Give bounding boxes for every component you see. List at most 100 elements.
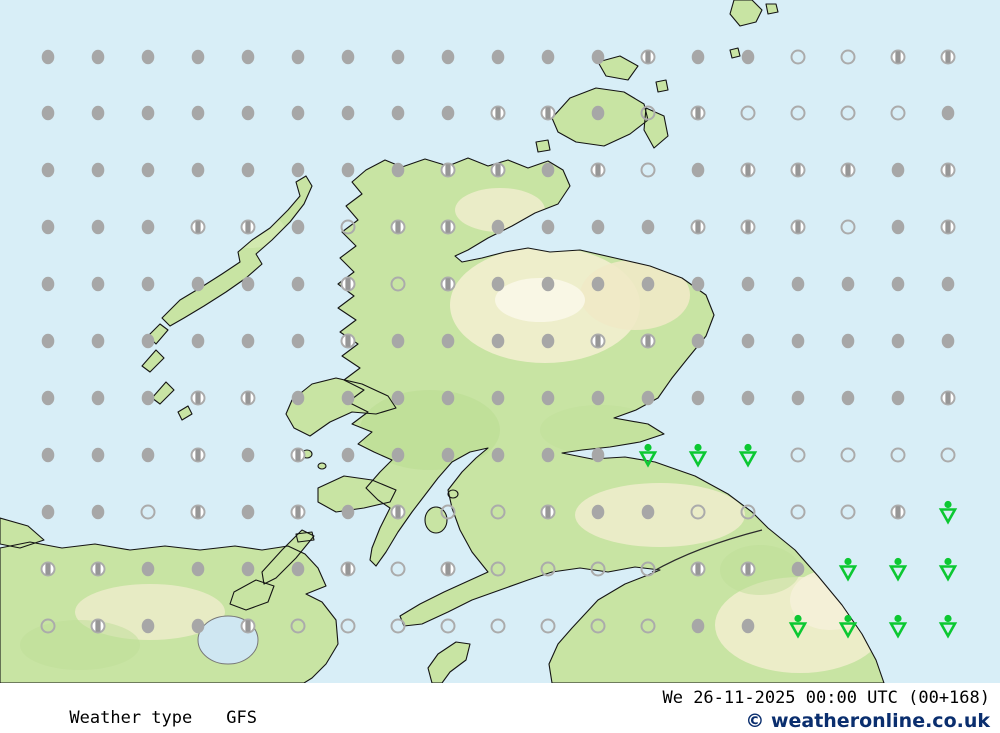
weather-symbol bbox=[591, 49, 605, 65]
weather-symbol bbox=[291, 561, 305, 577]
weather-symbol bbox=[241, 162, 255, 178]
weather-symbol bbox=[141, 219, 155, 235]
weather-symbol bbox=[840, 219, 856, 235]
weather-symbol bbox=[691, 390, 705, 406]
weather-symbol bbox=[640, 618, 656, 634]
weather-symbol bbox=[390, 219, 406, 235]
weather-symbol bbox=[491, 390, 505, 406]
weather-symbol bbox=[541, 333, 555, 349]
weather-symbol bbox=[490, 561, 506, 577]
weather-symbol bbox=[688, 443, 708, 468]
weather-symbol bbox=[290, 618, 306, 634]
weather-symbol bbox=[691, 49, 705, 65]
weather-symbol bbox=[541, 447, 555, 463]
weather-symbol bbox=[740, 219, 756, 235]
weather-symbol bbox=[340, 561, 356, 577]
weather-symbol bbox=[891, 333, 905, 349]
weather-symbol bbox=[91, 390, 105, 406]
weather-symbol bbox=[41, 162, 55, 178]
weather-symbol bbox=[91, 447, 105, 463]
weather-symbol bbox=[141, 447, 155, 463]
weather-symbol bbox=[640, 105, 656, 121]
weather-symbol bbox=[838, 614, 858, 639]
weather-symbol bbox=[941, 276, 955, 292]
weather-symbol bbox=[888, 614, 908, 639]
weather-symbol bbox=[790, 105, 806, 121]
weather-symbol bbox=[240, 618, 256, 634]
weather-symbol bbox=[341, 162, 355, 178]
weather-symbol bbox=[890, 105, 906, 121]
weather-symbol bbox=[191, 105, 205, 121]
weather-symbol bbox=[938, 557, 958, 582]
weather-symbol bbox=[90, 618, 106, 634]
weather-symbol bbox=[390, 561, 406, 577]
weather-symbol bbox=[738, 443, 758, 468]
map-canvas bbox=[0, 0, 1000, 683]
weather-symbol bbox=[791, 561, 805, 577]
weather-symbol bbox=[141, 105, 155, 121]
weather-symbol bbox=[340, 219, 356, 235]
weather-symbol bbox=[938, 614, 958, 639]
weather-symbol bbox=[341, 447, 355, 463]
weather-symbol bbox=[840, 447, 856, 463]
weather-symbol bbox=[141, 49, 155, 65]
weather-symbol bbox=[840, 105, 856, 121]
weather-symbol bbox=[740, 561, 756, 577]
weather-symbol bbox=[90, 561, 106, 577]
weather-symbol bbox=[540, 561, 556, 577]
weather-symbol bbox=[591, 504, 605, 520]
weather-symbol bbox=[690, 105, 706, 121]
status-bar: Weather type GFS We 26-11-2025 00:00 UTC … bbox=[0, 683, 1000, 733]
weather-symbol bbox=[840, 504, 856, 520]
weather-symbol bbox=[690, 219, 706, 235]
weather-symbol bbox=[340, 333, 356, 349]
weather-symbol bbox=[541, 49, 555, 65]
weather-symbol bbox=[590, 561, 606, 577]
weather-symbol bbox=[291, 162, 305, 178]
weather-symbol bbox=[291, 276, 305, 292]
weather-symbol bbox=[690, 561, 706, 577]
weather-symbol bbox=[941, 105, 955, 121]
weather-symbol bbox=[791, 276, 805, 292]
model-label: GFS bbox=[226, 708, 257, 728]
weather-symbol bbox=[540, 105, 556, 121]
weather-symbol bbox=[190, 390, 206, 406]
weather-symbol bbox=[191, 276, 205, 292]
weather-symbol bbox=[691, 618, 705, 634]
weather-symbol bbox=[241, 333, 255, 349]
weather-symbol bbox=[141, 333, 155, 349]
weather-symbol bbox=[40, 618, 56, 634]
copyright-link[interactable]: © weatheronline.co.uk bbox=[745, 710, 990, 732]
weather-symbol bbox=[341, 504, 355, 520]
weather-symbol bbox=[91, 333, 105, 349]
weather-symbol bbox=[391, 49, 405, 65]
weather-symbol bbox=[491, 276, 505, 292]
weather-symbol bbox=[91, 49, 105, 65]
weather-symbol bbox=[790, 49, 806, 65]
weather-symbol bbox=[491, 219, 505, 235]
weather-symbol bbox=[590, 333, 606, 349]
weather-symbol bbox=[41, 105, 55, 121]
weather-symbol bbox=[140, 504, 156, 520]
weather-symbol bbox=[641, 390, 655, 406]
weather-symbol bbox=[890, 49, 906, 65]
weather-symbol bbox=[741, 618, 755, 634]
weather-symbol bbox=[141, 390, 155, 406]
weather-symbol bbox=[391, 390, 405, 406]
weather-symbol bbox=[41, 390, 55, 406]
weather-symbol bbox=[690, 504, 706, 520]
weather-symbol bbox=[741, 390, 755, 406]
weather-symbol bbox=[541, 162, 555, 178]
weather-symbol bbox=[141, 561, 155, 577]
weather-symbol bbox=[91, 219, 105, 235]
weather-symbol bbox=[888, 557, 908, 582]
weather-symbol bbox=[291, 390, 305, 406]
weather-symbol bbox=[41, 447, 55, 463]
weather-symbol bbox=[440, 276, 456, 292]
scotland-england-border bbox=[651, 529, 763, 573]
weather-symbol bbox=[940, 49, 956, 65]
weather-symbol bbox=[691, 162, 705, 178]
weather-symbol bbox=[341, 105, 355, 121]
weather-symbol bbox=[541, 390, 555, 406]
weather-symbol bbox=[741, 333, 755, 349]
